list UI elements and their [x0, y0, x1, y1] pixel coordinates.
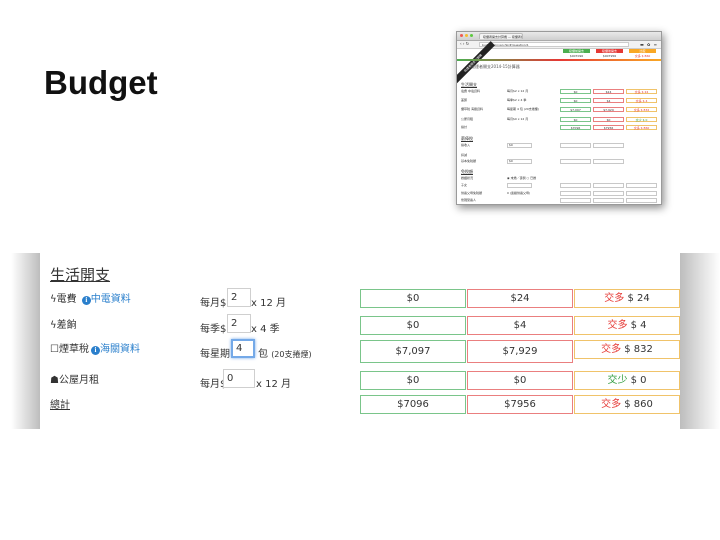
diff-value: 交多 $ 832	[574, 340, 680, 359]
period-prefix: 每月$	[200, 379, 227, 390]
before-value: $7,097	[360, 340, 466, 363]
thumb-row: 供養父母免稅額 0 (連續供養父母)	[457, 191, 661, 197]
col-after-header: 吸煙後開支	[596, 49, 623, 53]
thumb-page-title: 吸煙者開支2014-15計算器	[471, 64, 520, 69]
address-bar-row: ‹ › ↻ budget.xinyan.hk/#/question/1 ▬ ✿ …	[457, 41, 661, 49]
cigarette-icon: ☐	[50, 344, 59, 355]
thumb-row: 總收入 $0	[457, 143, 661, 149]
period-prefix: 每季$	[200, 324, 227, 335]
lightning-icon: ϟ	[50, 320, 57, 331]
thumb-row: 差餉 每季$2 x 4 季 $0 $4 交多 $ 4	[457, 98, 661, 104]
diff-word: 交多	[604, 293, 625, 304]
panel-shadow-left	[11, 253, 40, 429]
diff-amount: $ 832	[624, 344, 653, 355]
diff-value: 交少 $ 0	[574, 371, 680, 390]
row-label: ☐煙草稅 i 海關資料	[50, 340, 140, 355]
row-label-text: 煙草稅	[58, 344, 89, 355]
diff-word: 交多	[601, 399, 622, 410]
info-link[interactable]: 中電資料	[90, 294, 131, 305]
col-before-header: 吸煙前開支	[563, 49, 590, 53]
total-label: 總計	[50, 400, 70, 411]
col-compare-header: 比較	[629, 49, 656, 53]
diff-value: 交多 $ 4	[574, 316, 680, 335]
after-value: $4	[467, 316, 573, 335]
amount-input[interactable]: 2	[227, 288, 251, 307]
back-forward-icon[interactable]: ‹ › ↻	[460, 41, 470, 46]
diff-word: 交少	[607, 375, 628, 386]
browser-screenshot-thumbnail: 吸煙者開支計算機 — 吸煙者計… ‹ › ↻ budget.xinyan.hk/…	[456, 31, 662, 205]
thumb-section-living: 生活開支	[461, 82, 477, 87]
browser-tools-icon[interactable]: ▬ ✿ ≡	[639, 42, 658, 47]
period-suffix: x 12 月	[251, 298, 286, 309]
packs-per-week-input[interactable]: 4	[231, 339, 255, 358]
period-suffix: x 12 月	[256, 379, 291, 390]
thumb-row: 扣減	[461, 153, 468, 157]
row-label-text: 差餉	[56, 320, 77, 331]
total-diff-value: 交多 $ 860	[574, 395, 680, 414]
row-label-text: 電費	[56, 294, 77, 305]
panel-shadow-right	[680, 253, 720, 429]
thumb-row: 傷殘受養人	[457, 198, 661, 204]
amount-input[interactable]: 0	[223, 369, 255, 388]
info-icon[interactable]: i	[81, 296, 91, 305]
thumb-row: 子女	[457, 183, 661, 189]
period-prefix: 每月$	[200, 298, 227, 309]
thumb-section-allowance: 免稅額	[461, 169, 473, 174]
row-label: ☗公屋月租	[50, 371, 99, 386]
row-label-text: 公屋月租	[58, 375, 99, 386]
amount-input[interactable]: 2	[227, 314, 251, 333]
slide-title: Budget	[44, 64, 158, 101]
col-compare-sum: 交多 $ 860	[634, 54, 651, 58]
diff-amount: $ 860	[624, 399, 653, 410]
thumb-row: 公屋月租 每月$0 x 12 月 $0 $0 交少 $ 0	[457, 117, 661, 123]
close-window-icon[interactable]	[460, 34, 463, 37]
before-value: $0	[360, 316, 466, 335]
after-value: $24	[467, 289, 573, 308]
thumb-section-salary-tax: 薪俸稅	[461, 136, 473, 141]
home-icon: ☗	[50, 375, 59, 386]
section-title: 生活開支	[50, 266, 111, 284]
total-after-value: $7956	[467, 395, 573, 414]
col-before-sum: $007096	[569, 54, 584, 58]
after-value: $0	[467, 371, 573, 390]
before-value: $0	[360, 371, 466, 390]
info-link[interactable]: 海關資料	[99, 344, 140, 355]
color-stripe	[457, 59, 661, 61]
browser-tab[interactable]: 吸煙者開支計算機 — 吸煙者計…	[479, 33, 523, 39]
diff-amount: $ 0	[630, 375, 647, 386]
period-prefix: 每星期	[200, 349, 230, 360]
period-suffix: x 4 季	[251, 324, 280, 335]
url-field[interactable]: budget.xinyan.hk/#/question/1	[479, 42, 629, 47]
diff-word: 交多	[601, 344, 622, 355]
before-value: $0	[360, 289, 466, 308]
suffix-note: (20支捲煙)	[271, 350, 312, 359]
browser-title-bar: 吸煙者開支計算機 — 吸煙者計…	[457, 32, 661, 41]
lightning-icon: ϟ	[50, 294, 57, 305]
period-suffix: 包 (20支捲煙)	[258, 349, 312, 360]
diff-amount: $ 4	[630, 320, 647, 331]
row-label: ϟ差餉	[50, 316, 77, 331]
maximize-window-icon[interactable]	[470, 34, 473, 37]
thumb-row: 煙草稅 海關資料 每星期 4 包 (20支捲煙) $7,097 $7,929 交…	[457, 107, 661, 113]
col-after-sum: $007956	[602, 54, 617, 58]
info-icon[interactable]: i	[90, 346, 100, 355]
thumb-row: 電費 中電資料 每月$2 x 12 月 $0 $24 交多 $ 24	[457, 89, 661, 95]
diff-word: 交多	[607, 320, 628, 331]
thumb-row: 基本免稅額 $0	[457, 159, 661, 165]
row-label: ϟ電費 i 中電資料	[50, 290, 131, 305]
minimize-window-icon[interactable]	[465, 34, 468, 37]
living-expenses-panel: 生活開支 ϟ電費 i 中電資料 每月$ 2 x 12 月 $0 $24 交多 $ …	[40, 253, 680, 429]
diff-amount: $ 24	[627, 293, 650, 304]
after-value: $7,929	[467, 340, 573, 363]
thumb-row: 婚姻狀況 ◉ 未婚／喪偶 ○ 已婚	[461, 176, 537, 180]
thumb-row: 總計 $7096 $7956 交多 $ 860	[457, 125, 661, 131]
total-before-value: $7096	[360, 395, 466, 414]
diff-value: 交多 $ 24	[574, 289, 680, 308]
